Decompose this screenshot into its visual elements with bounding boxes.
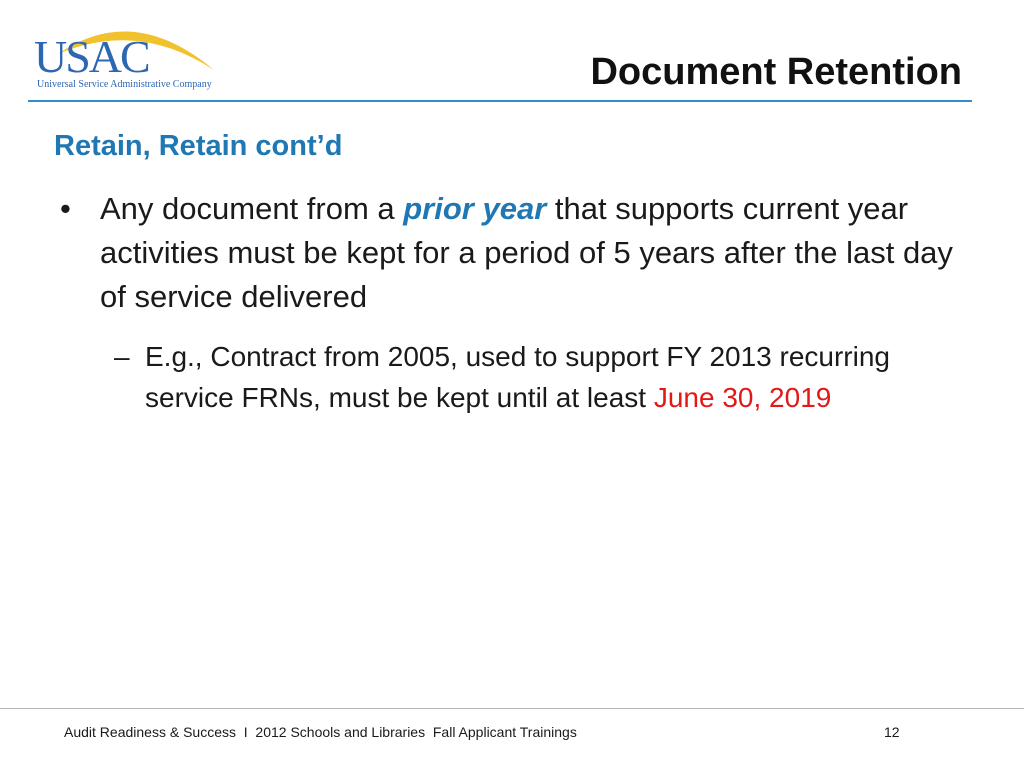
bullet-emphasis: prior year	[403, 191, 547, 226]
slide-title: Document Retention	[590, 51, 962, 93]
footer-divider	[0, 708, 1024, 709]
sub-bullet-text: E.g., Contract from 2005, used to suppor…	[145, 341, 890, 413]
logo-wordmark: USAC	[34, 31, 151, 82]
bullet-text-start: Any document from a	[100, 191, 404, 226]
title-divider	[28, 100, 972, 102]
main-bullet: • Any document from a prior year that su…	[60, 187, 960, 319]
sub-bullet-marker: –	[114, 341, 130, 372]
logo-arc-icon	[58, 31, 214, 70]
bullet-text-end: that supports current year activities mu…	[100, 191, 953, 314]
usac-logo: USAC Universal Service Administrative Co…	[28, 14, 228, 94]
sub-bullet: – E.g., Contract from 2005, used to supp…	[114, 336, 975, 418]
footer-text: Audit Readiness & Success I 2012 Schools…	[64, 724, 577, 740]
logo-tagline: Universal Service Administrative Company	[37, 79, 212, 90]
bullet-marker: •	[60, 191, 71, 226]
sub-bullet-highlight: June 30, 2019	[653, 382, 832, 413]
page-number: 12	[884, 724, 900, 740]
section-heading: Retain, Retain cont’d	[54, 130, 343, 162]
